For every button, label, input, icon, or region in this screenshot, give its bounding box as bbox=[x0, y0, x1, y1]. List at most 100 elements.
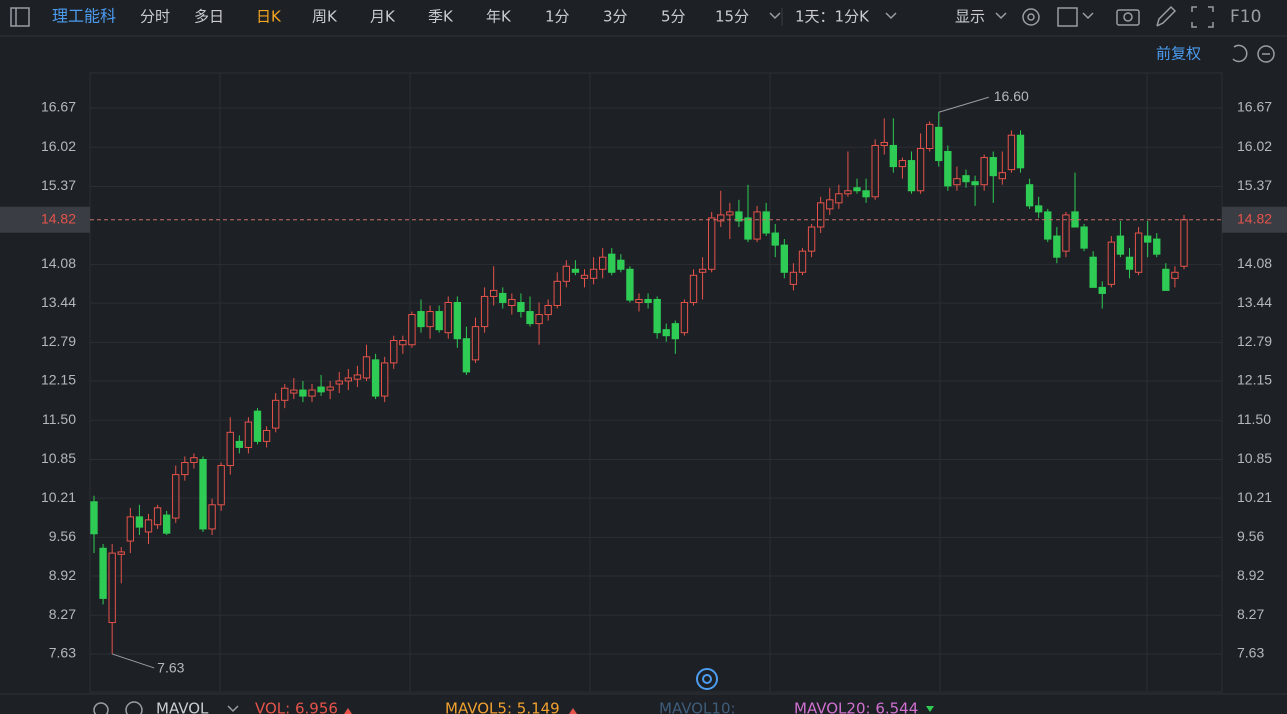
candle-body bbox=[262, 430, 271, 442]
candle-body bbox=[1016, 134, 1025, 169]
min-leader bbox=[112, 653, 155, 669]
y-tick-label-right: 13.44 bbox=[1237, 294, 1272, 310]
locate-button[interactable] bbox=[696, 668, 718, 690]
period-tab[interactable]: 季K bbox=[428, 8, 454, 26]
period-tab[interactable]: 日K bbox=[256, 8, 282, 26]
period-tab[interactable]: 多日 bbox=[194, 8, 224, 26]
trend-down-icon bbox=[926, 706, 934, 712]
period-tab[interactable]: 15分 bbox=[715, 8, 749, 26]
y-tick-label-right: 10.21 bbox=[1237, 489, 1272, 505]
y-tick-label: 8.27 bbox=[49, 606, 76, 622]
candle-body bbox=[944, 151, 952, 187]
indicator-settings-icon[interactable] bbox=[93, 702, 109, 714]
candle-body bbox=[353, 374, 362, 380]
period-tabs: 分时 多日 日K 周K 月K 季K 年K 1分 3分 5分 15分 bbox=[140, 8, 749, 26]
candle-body bbox=[916, 147, 925, 192]
candle-body bbox=[626, 268, 634, 301]
period-tab[interactable]: 月K bbox=[370, 8, 396, 26]
y-tick-label: 14.08 bbox=[41, 255, 76, 271]
candle-body bbox=[399, 340, 407, 346]
min-label: 7.63 bbox=[157, 660, 184, 676]
period-tab[interactable]: 5分 bbox=[661, 8, 686, 26]
candle-body bbox=[117, 551, 125, 555]
candle-body bbox=[707, 217, 716, 270]
settings-icon[interactable] bbox=[1022, 8, 1040, 26]
candle-body bbox=[826, 199, 834, 210]
y-tick-label: 10.85 bbox=[41, 450, 76, 466]
candle-body bbox=[235, 440, 244, 448]
candle-body bbox=[126, 516, 135, 542]
candle-body bbox=[480, 295, 489, 328]
adjust-mode[interactable]: 前复权 bbox=[1156, 45, 1201, 63]
candle-body bbox=[1153, 238, 1161, 255]
candle-body bbox=[989, 157, 997, 177]
candle-body bbox=[1116, 235, 1125, 255]
y-tick-label-right: 11.50 bbox=[1237, 411, 1271, 427]
indicator-close-icon[interactable] bbox=[125, 701, 143, 714]
period-tab[interactable]: 1分 bbox=[545, 8, 570, 26]
candle-body bbox=[980, 157, 988, 186]
sidebar-icon[interactable] bbox=[10, 7, 30, 27]
candle-body bbox=[998, 172, 1007, 180]
candle-body bbox=[1125, 256, 1134, 270]
period-tab[interactable]: 周K bbox=[312, 8, 338, 26]
candle-body bbox=[290, 389, 298, 394]
period-tab[interactable]: 3分 bbox=[603, 8, 628, 26]
candle-body bbox=[871, 144, 879, 198]
y-tick-label-right: 12.15 bbox=[1237, 372, 1272, 388]
candle-body bbox=[835, 193, 843, 204]
candle-body bbox=[508, 298, 516, 307]
checkbox-icon[interactable] bbox=[1057, 7, 1078, 27]
y-tick-label-right: 16.02 bbox=[1237, 138, 1272, 154]
candle-body bbox=[317, 386, 325, 393]
candle-body bbox=[335, 380, 343, 385]
period-select[interactable]: 1天：1分K bbox=[795, 8, 870, 26]
y-tick-label-right: 14.08 bbox=[1237, 255, 1272, 271]
candle-body bbox=[880, 141, 888, 146]
indicator-name[interactable]: MAVOL bbox=[156, 700, 209, 714]
candle-body bbox=[299, 389, 307, 397]
candle-body bbox=[771, 232, 779, 246]
dropdown-icon bbox=[995, 12, 1007, 20]
camera-icon[interactable] bbox=[1116, 9, 1140, 26]
last-price-label: 14.82 bbox=[41, 210, 76, 226]
candle-body bbox=[798, 250, 807, 273]
candle-body bbox=[925, 123, 934, 149]
candle-body bbox=[598, 256, 607, 270]
y-tick-label: 10.21 bbox=[41, 489, 76, 505]
fullscreen-icon[interactable] bbox=[1191, 6, 1197, 12]
candle-body bbox=[762, 211, 770, 234]
candle-body bbox=[653, 298, 661, 334]
trend-up-icon bbox=[344, 708, 352, 714]
candle-body bbox=[281, 387, 289, 401]
y-tick-label-right: 8.27 bbox=[1237, 606, 1264, 622]
y-tick-label: 15.37 bbox=[41, 177, 76, 193]
display-menu[interactable]: 显示 bbox=[955, 8, 985, 26]
candle-body bbox=[1044, 211, 1052, 240]
dropdown-icon bbox=[1082, 12, 1094, 20]
candle-body bbox=[907, 160, 916, 192]
candle-body bbox=[162, 514, 171, 534]
period-tab[interactable]: 年K bbox=[486, 8, 512, 26]
edit-icon[interactable] bbox=[1156, 5, 1177, 27]
last-price-box bbox=[0, 206, 90, 233]
period-tab[interactable]: 分时 bbox=[140, 8, 170, 26]
undo-icon[interactable] bbox=[1232, 44, 1248, 63]
candle-body bbox=[408, 314, 416, 346]
candle-body bbox=[1098, 286, 1106, 294]
mavol10-value: MAVOL10: bbox=[659, 700, 736, 714]
candle-body bbox=[271, 399, 280, 429]
f10-button[interactable]: F10 bbox=[1230, 7, 1261, 27]
candle-body bbox=[1007, 134, 1016, 171]
candle-body bbox=[1034, 205, 1043, 213]
vol-value: VOL: 6.956 bbox=[255, 700, 338, 714]
candle-body bbox=[1143, 235, 1152, 243]
zoom-out-icon[interactable] bbox=[1257, 45, 1275, 63]
candle-body bbox=[553, 280, 561, 307]
camera-icon bbox=[1123, 12, 1133, 22]
candle-body bbox=[753, 211, 761, 240]
candle-body bbox=[953, 178, 961, 186]
candle-body bbox=[816, 202, 825, 228]
stock-name[interactable]: 理工能科 bbox=[52, 7, 116, 26]
candle-body bbox=[898, 160, 907, 168]
